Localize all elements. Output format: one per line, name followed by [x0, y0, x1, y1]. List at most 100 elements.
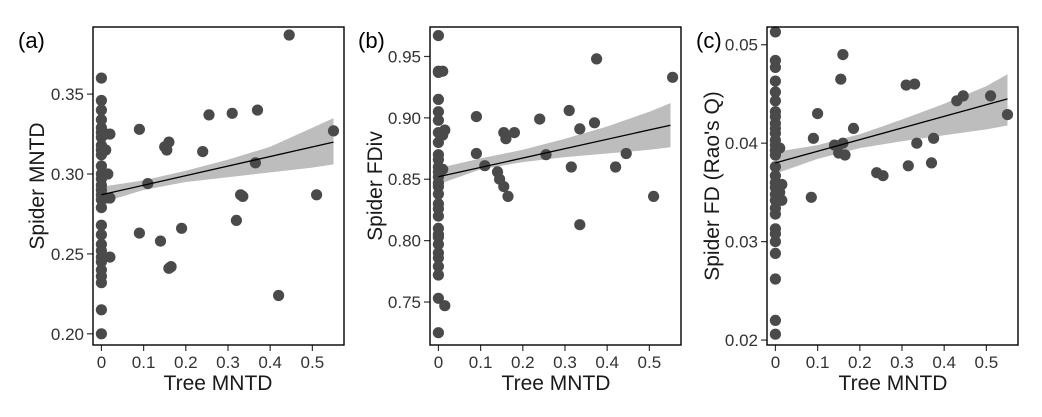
- data-point-c: [769, 161, 782, 173]
- data-point-a: [104, 192, 116, 204]
- data-point-c: [911, 137, 923, 149]
- y-tick-label-a: 0.25: [51, 245, 84, 264]
- y-tick-label-a: 0.35: [51, 85, 84, 104]
- axes-layer-c: 0 0.1 0.2 0.3 0.4 0.5 0.02 0.03 0.04 0.05: [725, 36, 998, 372]
- x-tick-label-b: 0.4: [595, 353, 619, 372]
- data-point-b: [508, 127, 520, 139]
- x-tick-label-c: 0.4: [932, 353, 956, 372]
- x-tick-label-c: 0.2: [848, 353, 872, 372]
- x-tick-label-a: 0.2: [174, 353, 198, 372]
- y-tick-label-b: 0.95: [388, 47, 421, 66]
- data-point-a: [251, 104, 264, 116]
- data-point-c: [835, 73, 847, 85]
- x-tick-label-c: 0.5: [975, 353, 999, 372]
- data-point-b: [432, 210, 444, 222]
- data-point-c: [837, 49, 849, 61]
- panel-b: (b) Spider FDiv Tree MNTD 0 0.1 0.2 0.3 0.4 0…: [358, 26, 682, 395]
- data-point-a: [226, 107, 238, 119]
- y-tick-label-c: 0.05: [725, 36, 758, 55]
- data-point-b: [432, 252, 444, 264]
- points-layer-a: [95, 29, 340, 340]
- data-point-c: [769, 273, 782, 285]
- data-point-c: [985, 90, 997, 102]
- data-point-b: [534, 113, 546, 125]
- data-point-a: [273, 289, 285, 302]
- data-point-c: [807, 132, 820, 144]
- trend-layer-c: [775, 98, 1008, 164]
- panel-label-a: (a): [18, 28, 45, 53]
- x-tick-label-b: 0.5: [638, 353, 662, 372]
- x-axis-title-b: Tree MNTD: [502, 372, 611, 395]
- data-point-b: [479, 160, 491, 172]
- axes-layer-a: 0 0.1 0.2 0.3 0.4 0.5 0.20 0.25 0.30 0.35: [51, 85, 324, 372]
- data-point-a: [95, 160, 107, 172]
- data-point-a: [133, 227, 145, 239]
- data-point-b: [439, 300, 451, 312]
- data-point-c: [805, 191, 817, 203]
- data-point-b: [574, 123, 586, 135]
- data-point-a: [100, 144, 112, 156]
- data-point-a: [283, 29, 295, 41]
- data-point-b: [498, 181, 510, 193]
- panel-label-b: (b): [358, 28, 385, 53]
- x-axis-title-c: Tree MNTD: [839, 372, 948, 395]
- ci-band-layer-c: [775, 74, 1008, 174]
- data-point-a: [95, 94, 107, 107]
- y-tick-label-c: 0.02: [725, 331, 758, 350]
- y-axis-title-c: Spider FD (Rao's Q): [701, 91, 724, 281]
- y-axis-title-a: Spider MNTD: [26, 122, 49, 249]
- data-point-b: [432, 292, 444, 304]
- data-point-c: [1001, 109, 1014, 121]
- data-point-c: [769, 314, 782, 326]
- data-point-b: [667, 71, 679, 83]
- data-point-c: [769, 86, 782, 98]
- data-point-a: [95, 219, 107, 231]
- data-point-a: [104, 251, 116, 263]
- y-tick-label-b: 0.80: [388, 232, 421, 251]
- data-point-b: [432, 93, 444, 105]
- data-point-c: [769, 208, 782, 220]
- trend-line-a: [101, 141, 334, 196]
- data-point-c: [769, 247, 782, 259]
- data-point-c: [957, 90, 969, 102]
- data-point-a: [311, 189, 323, 201]
- panel-a: (a) Spider MNTD Tree MNTD 0 0.1 0.2 0.3 0.4 0…: [18, 26, 345, 395]
- data-point-c: [839, 149, 851, 161]
- data-point-b: [470, 147, 482, 160]
- data-point-b: [574, 219, 586, 231]
- data-point-b: [432, 327, 444, 339]
- x-tick-label-b: 0.3: [553, 353, 577, 372]
- x-tick-label-c: 0: [771, 353, 780, 372]
- data-point-a: [197, 146, 209, 158]
- data-point-b: [432, 114, 444, 126]
- points-layer-b: [432, 29, 679, 339]
- trend-layer-a: [101, 141, 334, 196]
- data-point-a: [95, 114, 107, 126]
- data-point-a: [95, 72, 107, 84]
- y-tick-label-b: 0.75: [388, 293, 421, 312]
- data-point-a: [95, 202, 107, 214]
- data-point-b: [437, 129, 449, 141]
- data-point-a: [95, 256, 107, 268]
- data-point-c: [837, 137, 849, 149]
- data-point-a: [95, 328, 107, 340]
- data-point-c: [769, 236, 782, 248]
- y-tick-label-a: 0.20: [51, 325, 84, 344]
- panel-label-c: (c): [696, 28, 722, 53]
- y-axis-title-b: Spider FDiv: [364, 131, 387, 241]
- trend-line-c: [775, 98, 1008, 164]
- data-point-b: [620, 147, 632, 160]
- plot-frame-c: [766, 26, 1019, 346]
- data-point-c: [925, 157, 938, 169]
- x-tick-label-a: 0.3: [216, 353, 240, 372]
- data-point-b: [437, 65, 449, 77]
- data-point-a: [154, 235, 167, 247]
- points-layer-c: [769, 26, 1014, 340]
- data-point-c: [847, 122, 860, 134]
- confidence-band-c: [775, 74, 1008, 174]
- data-point-a: [230, 214, 242, 226]
- plot-frame-a: [92, 26, 345, 346]
- data-point-a: [327, 125, 340, 137]
- data-point-c: [909, 78, 921, 90]
- trend-layer-b: [438, 124, 671, 178]
